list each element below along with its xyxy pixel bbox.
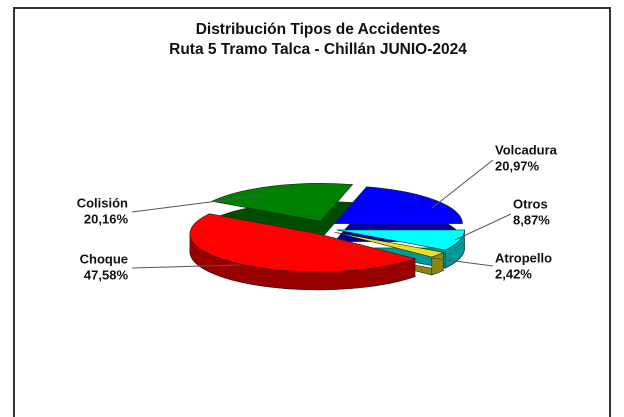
slice: [336, 229, 465, 251]
slice-value: 20,16%: [84, 211, 129, 226]
slice-label: Colisión: [77, 195, 128, 210]
leader-line: [431, 159, 494, 209]
leader-line: [131, 264, 241, 269]
slice: [210, 183, 354, 222]
slice-label: Otros: [513, 196, 548, 211]
slice-value: 2,42%: [495, 266, 532, 281]
slice-value: 20,97%: [495, 158, 540, 173]
slice: [333, 186, 463, 224]
slice-value: 8,87%: [513, 212, 550, 227]
leader-line: [454, 213, 512, 241]
chart-subtitle: Ruta 5 Tramo Talca - Chillán JUNIO-2024: [169, 41, 467, 58]
chart-title: Distribución Tipos de Accidentes: [196, 21, 441, 38]
slice: [334, 231, 445, 258]
slice-label: Volcadura: [495, 142, 558, 157]
leader-line: [431, 257, 494, 267]
slice-label: Atropello: [495, 250, 552, 265]
slice-label: Choque: [80, 251, 128, 266]
slice-value: 47,58%: [84, 267, 129, 282]
leader-line: [131, 194, 266, 213]
slice: [189, 213, 417, 273]
